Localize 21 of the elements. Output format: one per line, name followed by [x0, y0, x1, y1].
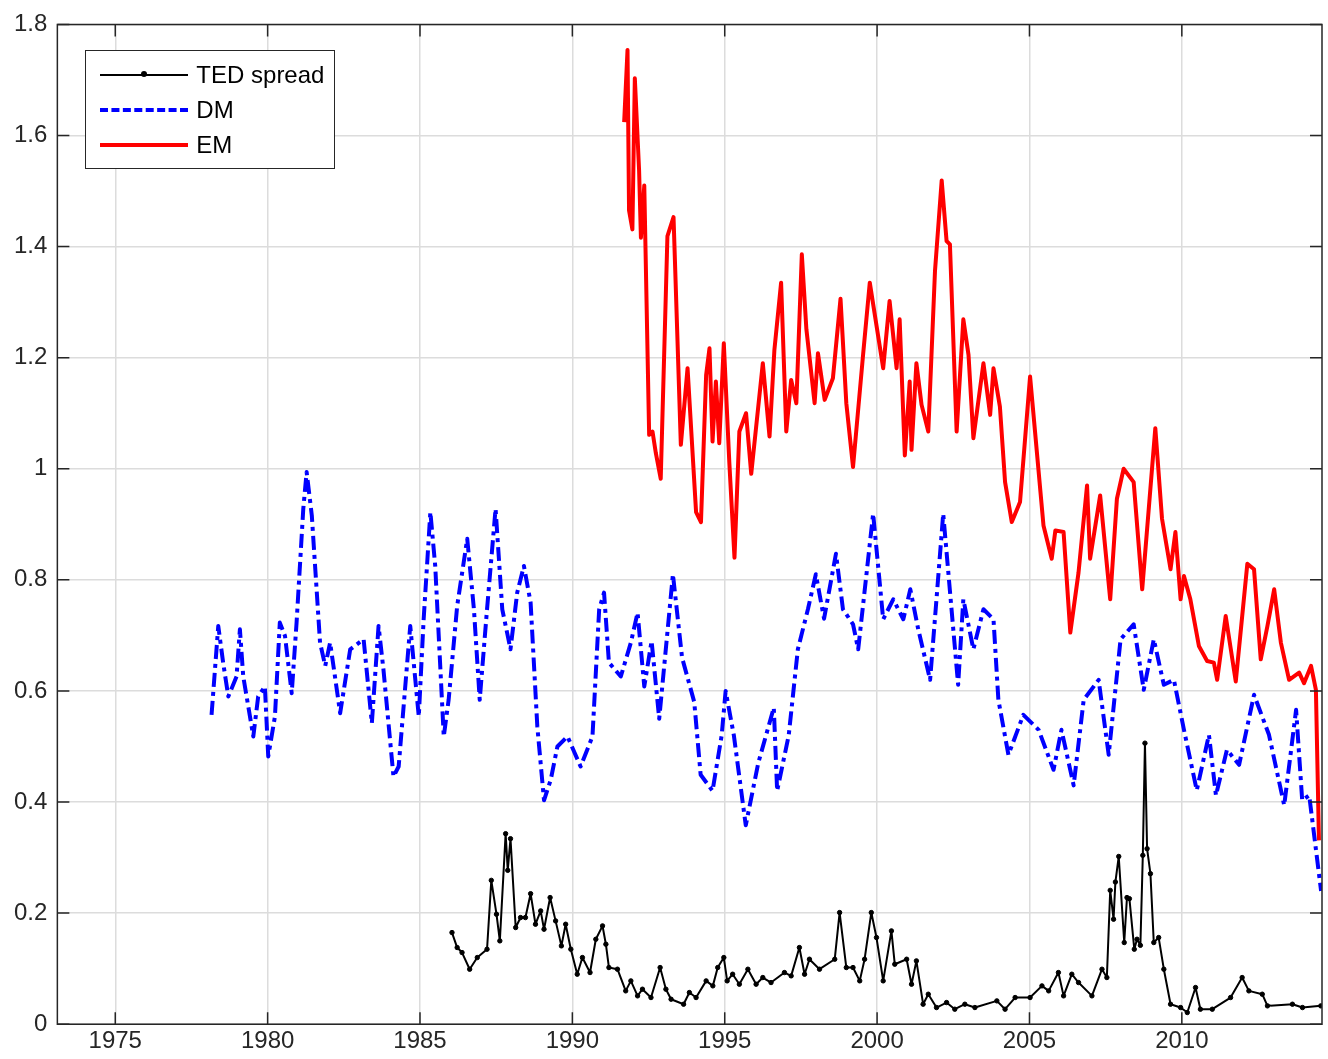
y-tick-label: 1.6: [13, 120, 48, 148]
y-tick-label: 1.2: [13, 342, 48, 370]
x-tick-label: 1990: [545, 1026, 600, 1054]
legend-label: EM: [196, 130, 233, 159]
x-tick-label: 2005: [1002, 1026, 1057, 1054]
x-tick-label: 2000: [850, 1026, 904, 1054]
y-tick-label: 0: [34, 1008, 48, 1036]
x-tick-label: 2010: [1155, 1026, 1209, 1054]
y-tick-label: 1: [34, 453, 48, 481]
legend-label: DM: [196, 95, 234, 124]
legend-label: TED spread: [196, 60, 325, 89]
y-tick-label: 0.4: [13, 786, 48, 814]
y-tick-label: 0.6: [13, 675, 48, 703]
x-tick-label: 1995: [698, 1026, 752, 1054]
y-tick-label: 0.2: [13, 897, 48, 925]
x-tick-label: 1975: [88, 1026, 142, 1054]
y-tick-label: 1.4: [13, 231, 48, 259]
y-tick-label: 0.8: [13, 564, 48, 592]
y-tick-label: 1.8: [13, 9, 48, 37]
x-tick-label: 1985: [393, 1026, 447, 1054]
x-tick-label: 1980: [240, 1026, 295, 1054]
